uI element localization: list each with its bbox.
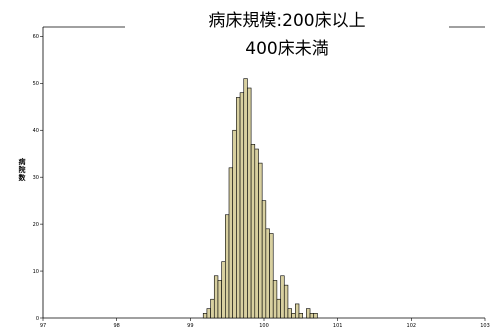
x-tick-label: 99 bbox=[187, 323, 193, 329]
y-tick-label: 50 bbox=[33, 81, 39, 87]
y-tick-label: 20 bbox=[33, 222, 39, 228]
y-ticks-group: 0 10 20 30 40 50 60 bbox=[33, 34, 43, 322]
histogram-bar bbox=[228, 167, 233, 319]
x-tick-label: 103 bbox=[480, 323, 490, 329]
x-ticks-group: 97 98 99 100 101 102 103 bbox=[40, 318, 490, 329]
histogram-bar bbox=[221, 261, 226, 319]
histogram-bar bbox=[239, 92, 245, 319]
histogram-bar bbox=[295, 303, 300, 319]
histogram-bar bbox=[309, 313, 315, 319]
x-tick-label: 102 bbox=[407, 323, 417, 329]
histogram-bar bbox=[210, 298, 215, 319]
histogram-bar bbox=[247, 87, 252, 319]
histogram-bar bbox=[272, 280, 278, 319]
x-tick-label: 97 bbox=[40, 323, 46, 329]
x-tick-label: 100 bbox=[259, 323, 269, 329]
histogram-bar bbox=[283, 284, 289, 319]
chart-title-line-2: 400床未満 bbox=[245, 39, 328, 59]
histogram-bar bbox=[206, 308, 211, 319]
histogram-bar bbox=[261, 200, 267, 319]
histogram-bar bbox=[313, 313, 318, 319]
histogram-bar bbox=[250, 144, 256, 319]
histogram-bar bbox=[265, 228, 270, 319]
y-tick-label: 60 bbox=[33, 34, 39, 40]
histogram-bar bbox=[202, 313, 208, 319]
histogram-bar bbox=[291, 313, 296, 319]
histogram-bar bbox=[280, 275, 285, 319]
chart-title-line-1: 病床規模:200床以上 bbox=[208, 11, 365, 31]
bars-group bbox=[202, 78, 318, 319]
x-tick-label: 101 bbox=[333, 323, 343, 329]
histogram-bar bbox=[213, 275, 219, 319]
y-tick-label: 40 bbox=[33, 128, 39, 134]
y-axis-label: 病院数 bbox=[19, 157, 27, 182]
y-tick-label: 0 bbox=[36, 316, 39, 322]
histogram-bar bbox=[269, 233, 274, 319]
histogram-bar bbox=[298, 313, 303, 319]
histogram-bar bbox=[243, 78, 248, 319]
histogram-bar bbox=[217, 280, 222, 319]
histogram-bar bbox=[306, 308, 311, 319]
histogram-bar bbox=[225, 214, 230, 319]
histogram-bar bbox=[287, 308, 292, 319]
histogram-bar bbox=[258, 162, 263, 319]
y-tick-label: 30 bbox=[33, 175, 39, 181]
x-tick-label: 98 bbox=[113, 323, 119, 329]
histogram-bar bbox=[254, 148, 259, 319]
histogram-bar bbox=[232, 129, 237, 319]
y-tick-label: 10 bbox=[33, 269, 39, 275]
histogram-bar bbox=[236, 97, 241, 319]
histogram-bar bbox=[276, 298, 281, 319]
